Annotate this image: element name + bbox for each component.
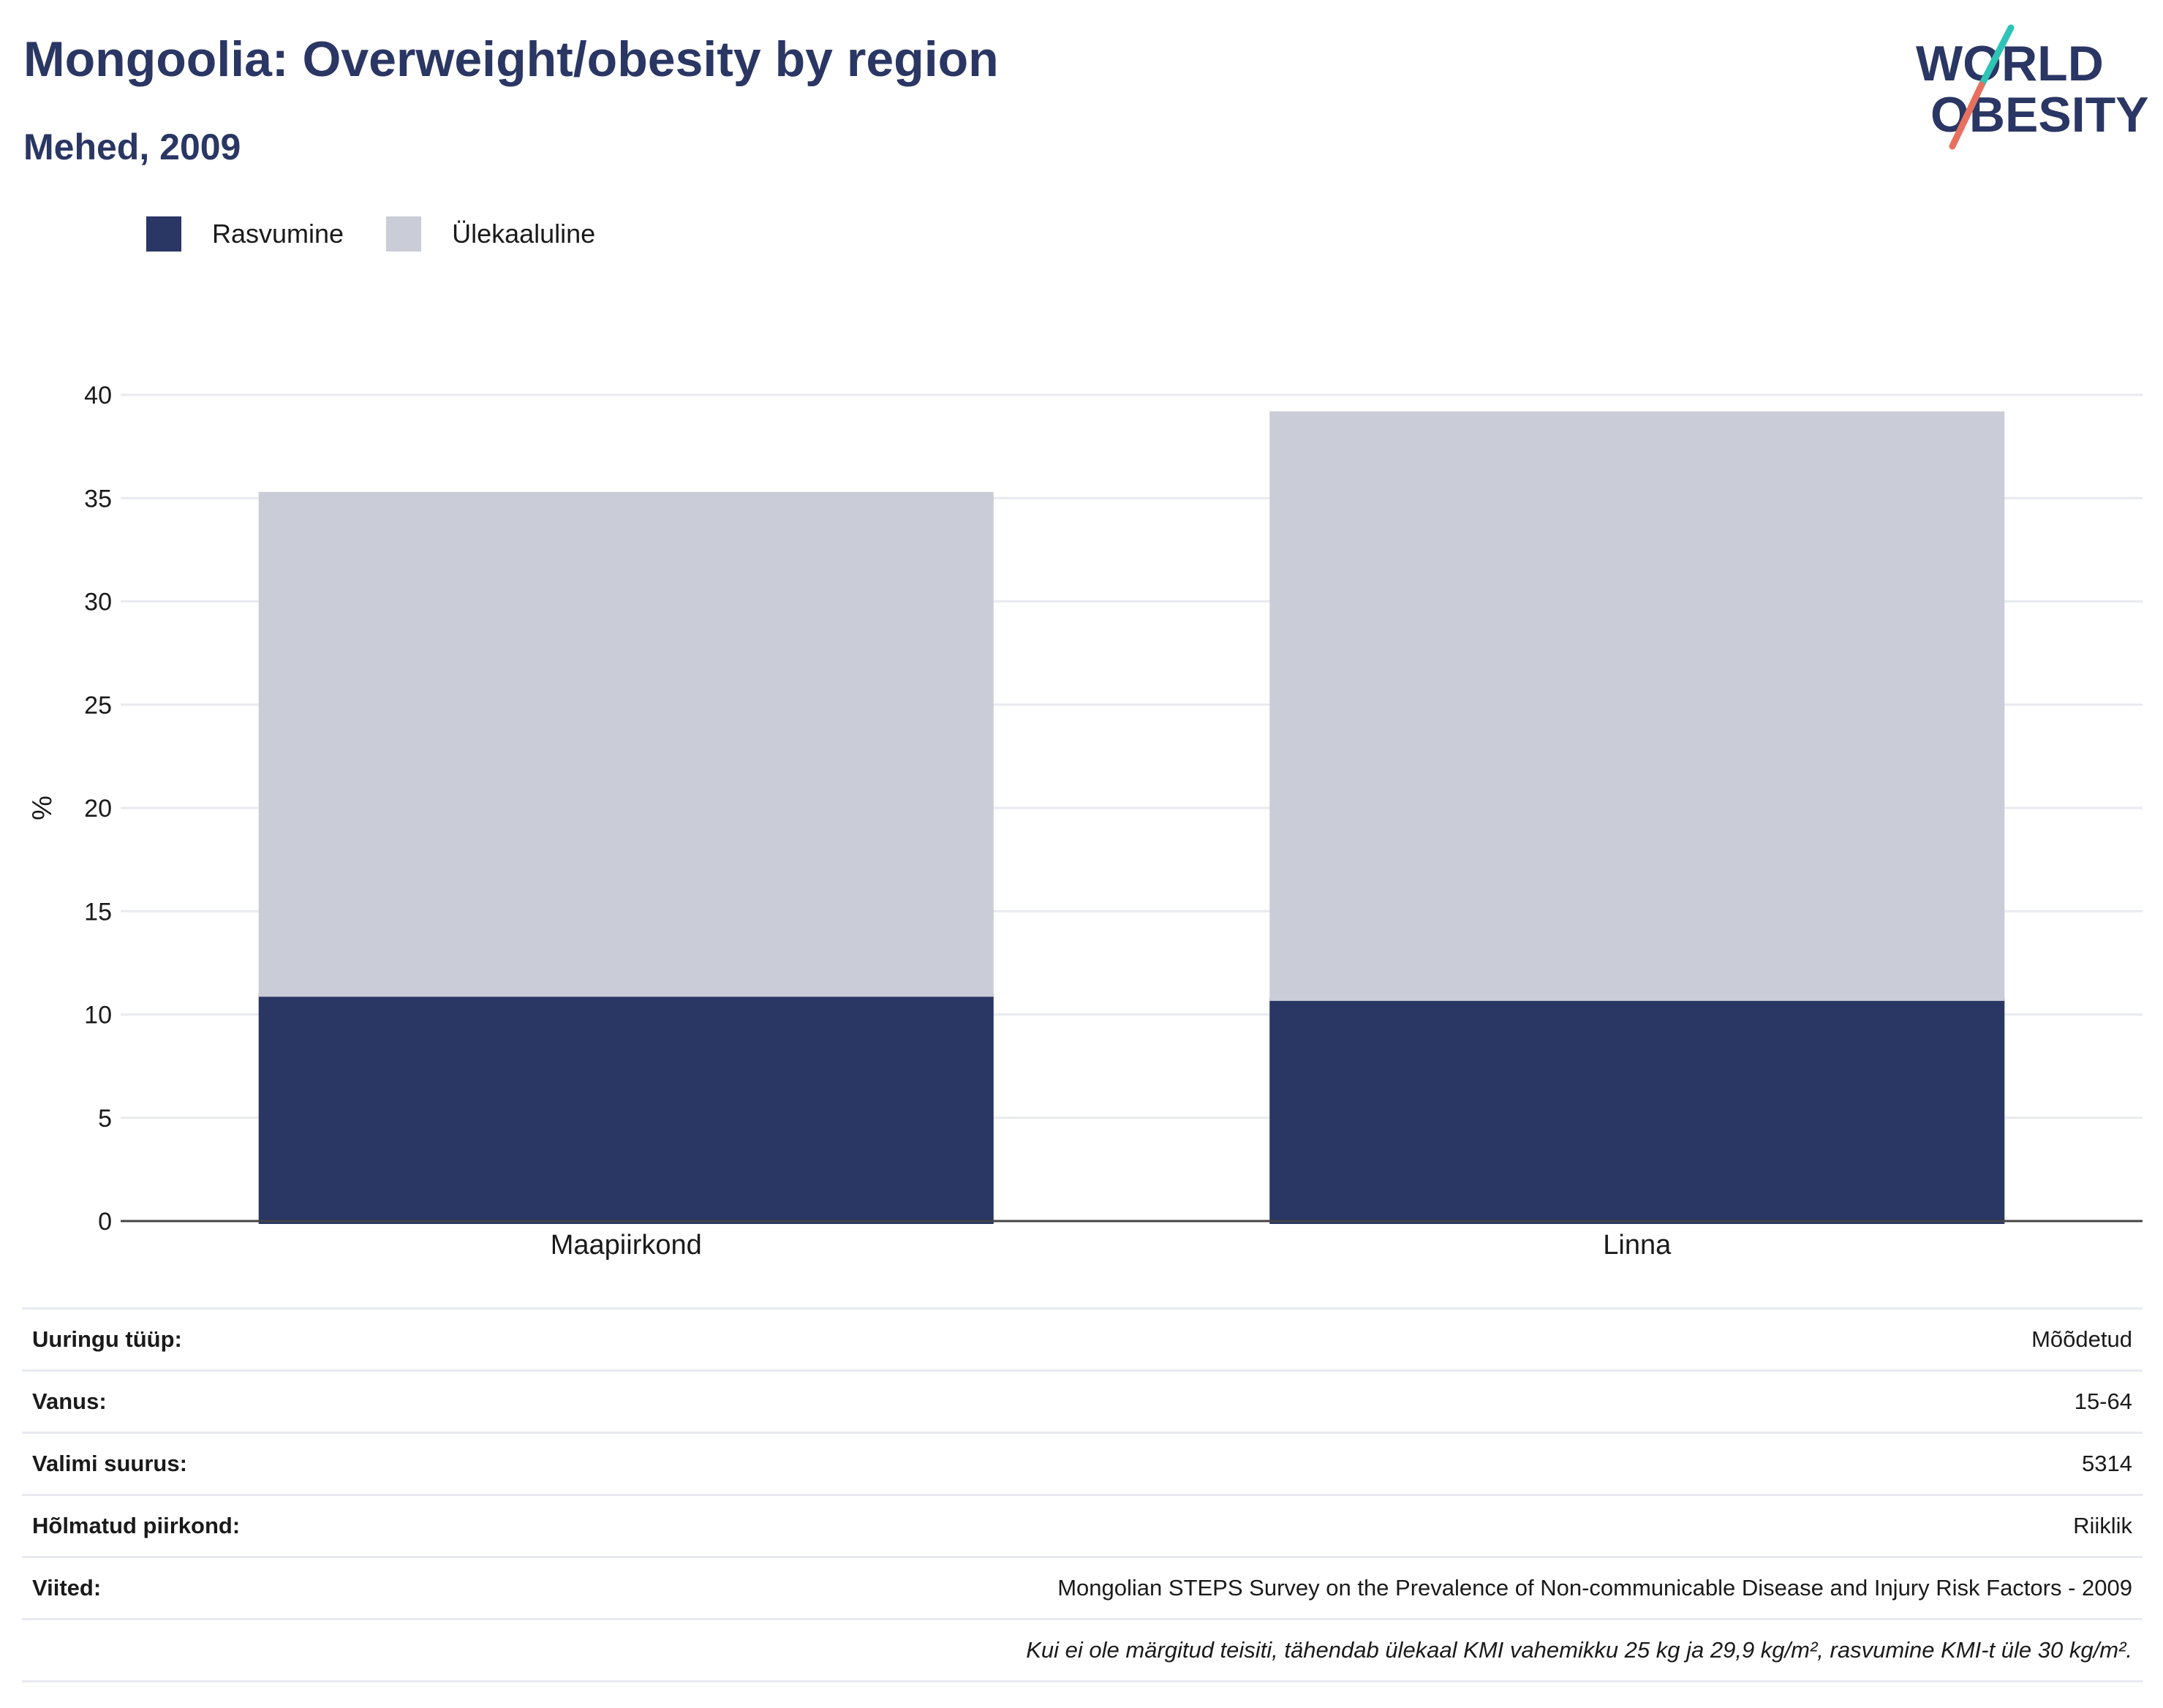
x-tick-label: Linna — [1603, 1230, 1672, 1261]
y-tick-label: 10 — [84, 1002, 112, 1029]
info-value: Mõõdetud — [379, 1307, 2143, 1371]
y-tick-label: 20 — [84, 795, 112, 823]
y-tick-label: 5 — [98, 1105, 112, 1133]
world-obesity-logo: WORLD OBESITY — [1916, 24, 2149, 150]
legend-item-rasvumine[interactable]: Rasvumine — [146, 216, 344, 252]
legend-swatch-rasvumine — [146, 216, 181, 252]
info-key: Viited: — [22, 1556, 380, 1620]
legend-swatch-ulekaaluline — [386, 216, 422, 252]
y-tick-label: 25 — [84, 692, 112, 719]
info-value: Riiklik — [379, 1494, 2143, 1557]
info-key — [22, 1618, 380, 1682]
info-value: 5314 — [379, 1432, 2143, 1495]
info-key: Vanus: — [22, 1369, 380, 1433]
stacked-bar-chart: 0 5 10 15 20 25 30 35 40% Maapiirkond Linna — [27, 382, 2143, 1261]
bar--lekaaluline — [258, 491, 994, 997]
info-table: Uuringu tüüp: Mõõdetud Vanus: 15-64 Vali… — [22, 1307, 2143, 1682]
y-tick-label: 30 — [84, 589, 112, 616]
info-value: Mongolian STEPS Survey on the Prevalence… — [379, 1556, 2143, 1620]
y-tick-label: 15 — [84, 898, 112, 926]
chart-subtitle: Mehed, 2009 — [23, 126, 241, 167]
chart-legend: Rasvumine Ülekaaluline — [146, 216, 638, 252]
info-key: Uuringu tüüp: — [22, 1307, 380, 1371]
y-tick-label: 40 — [84, 382, 112, 409]
logo-line1: WORLD — [1916, 36, 2104, 91]
info-key: Hõlmatud piirkond: — [22, 1494, 380, 1557]
bar--lekaaluline — [1269, 411, 2005, 1001]
logo-line2: OBESITY — [1930, 87, 2149, 143]
info-row: Valimi suurus: 5314 — [22, 1432, 2143, 1495]
x-tick-label: Maapiirkond — [551, 1230, 702, 1261]
y-tick-label: 0 — [98, 1208, 112, 1236]
legend-item-ulekaaluline[interactable]: Ülekaaluline — [386, 216, 595, 252]
info-key: Valimi suurus: — [22, 1432, 380, 1495]
y-tick-label: 35 — [84, 485, 112, 513]
info-row: Viited: Mongolian STEPS Survey on the Pr… — [22, 1556, 2143, 1620]
y-axis-label: % — [27, 796, 58, 820]
info-row: Uuringu tüüp: Mõõdetud — [22, 1307, 2143, 1371]
logo-slash-top — [1978, 24, 2015, 88]
legend-label-rasvumine: Rasvumine — [212, 219, 344, 249]
logo-slash-bottom — [1949, 81, 1985, 150]
info-value: 15-64 — [379, 1369, 2143, 1433]
info-note: Kui ei ole märgitud teisiti, tähendab ül… — [379, 1618, 2143, 1682]
info-row: Vanus: 15-64 — [22, 1369, 2143, 1433]
info-row: Hõlmatud piirkond: Riiklik — [22, 1494, 2143, 1557]
legend-label-ulekaaluline: Ülekaaluline — [452, 219, 596, 249]
info-row: Kui ei ole märgitud teisiti, tähendab ül… — [22, 1618, 2143, 1682]
bar-rasvumine — [1269, 997, 2005, 1224]
bar-rasvumine — [258, 994, 994, 1224]
chart-title: Mongoolia: Overweight/obesity by region — [23, 31, 999, 87]
